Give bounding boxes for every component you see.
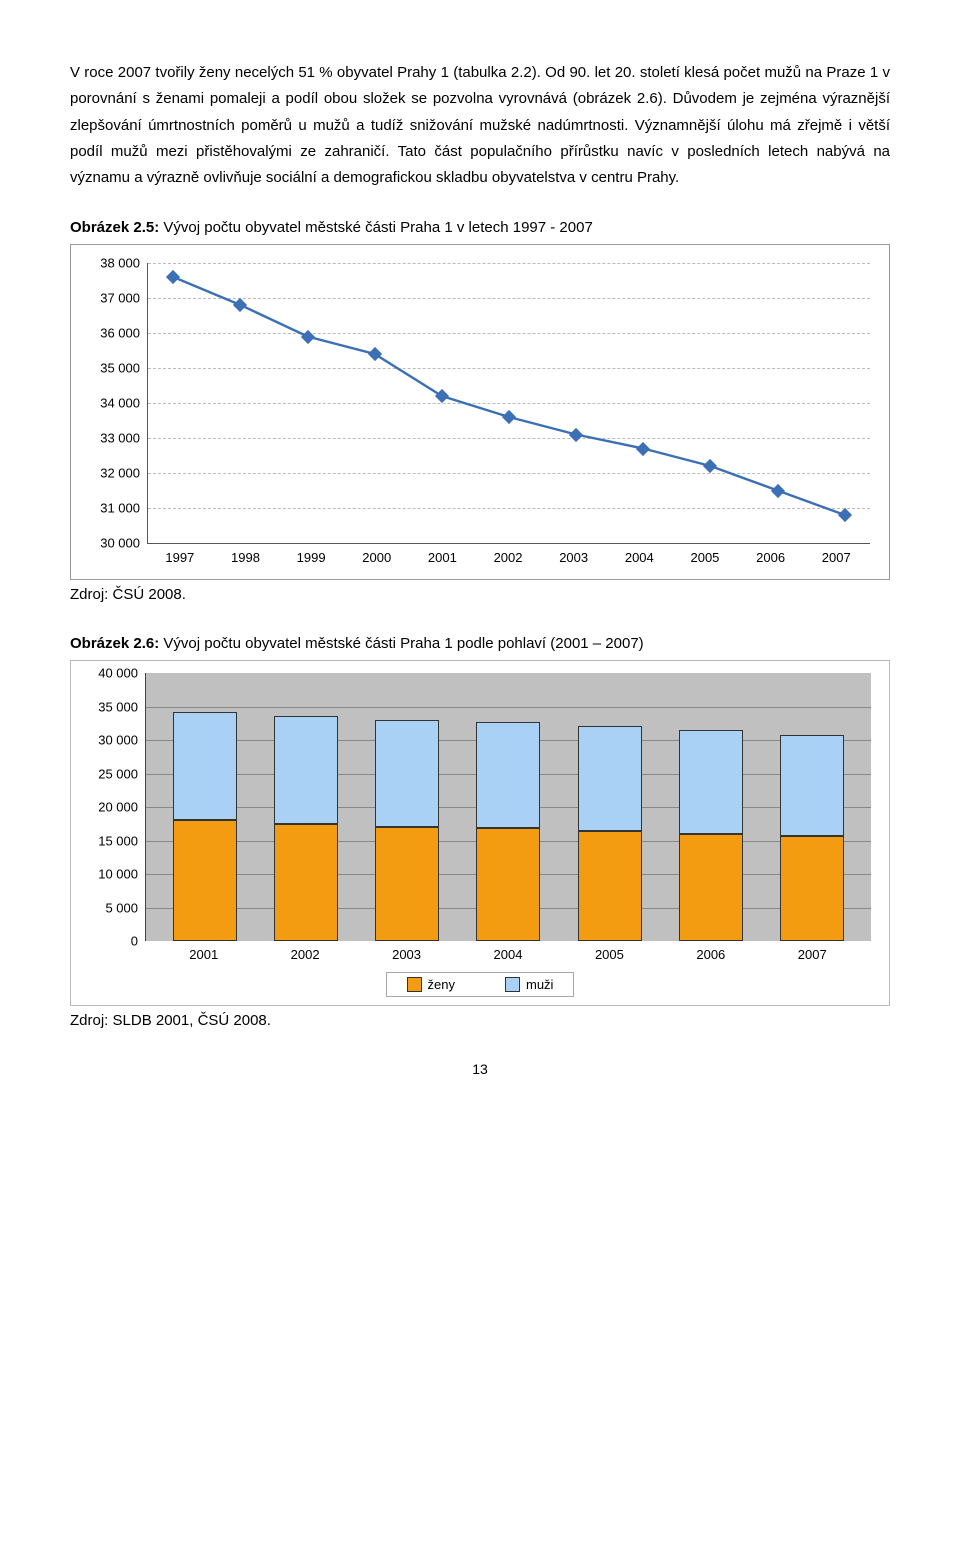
y-tick-label: 34 000 [100, 396, 148, 411]
x-tick-label: 2002 [254, 947, 355, 962]
x-tick-label: 2005 [559, 947, 660, 962]
bar-segment-muži [173, 712, 237, 820]
y-tick-label: 5 000 [105, 900, 146, 915]
bar-segment-ženy [375, 827, 439, 942]
y-tick-label: 0 [131, 934, 146, 949]
x-tick-label: 2007 [762, 947, 863, 962]
x-tick-label: 2000 [344, 550, 410, 565]
x-tick-label: 2004 [457, 947, 558, 962]
x-tick-label: 2001 [153, 947, 254, 962]
legend-label-zeny: ženy [428, 977, 455, 992]
bar-segment-ženy [679, 834, 743, 941]
fig26-chart: 0 5 000 10 000 15 000 20 000 25 000 30 000 35 0… [70, 660, 890, 1006]
legend-item-muzi: muži [505, 977, 553, 992]
y-tick-label: 36 000 [100, 326, 148, 341]
x-tick-label: 1998 [213, 550, 279, 565]
bar-segment-muži [578, 726, 642, 831]
y-tick-label: 38 000 [100, 256, 148, 271]
y-tick-label: 35 000 [98, 699, 146, 714]
legend-label-muzi: muži [526, 977, 553, 992]
x-tick-label: 2006 [660, 947, 761, 962]
bar-segment-ženy [173, 820, 237, 941]
x-tick-label: 2003 [541, 550, 607, 565]
x-tick-label: 2005 [672, 550, 738, 565]
y-tick-label: 32 000 [100, 466, 148, 481]
y-tick-label: 30 000 [98, 733, 146, 748]
bar-segment-ženy [274, 824, 338, 941]
fig25-title-rest: Vývoj počtu obyvatel městské části Praha… [159, 219, 593, 236]
y-tick-label: 40 000 [98, 666, 146, 681]
bar-segment-ženy [780, 836, 844, 941]
fig25-title: Obrázek 2.5: Vývoj počtu obyvatel městsk… [70, 219, 890, 236]
y-tick-label: 30 000 [100, 536, 148, 551]
y-tick-label: 20 000 [98, 800, 146, 815]
fig25-source: Zdroj: ČSÚ 2008. [70, 586, 890, 603]
x-tick-label: 2004 [606, 550, 672, 565]
x-tick-label: 2003 [356, 947, 457, 962]
page-number: 13 [70, 1061, 890, 1077]
fig26-source: Zdroj: SLDB 2001, ČSÚ 2008. [70, 1012, 890, 1029]
x-tick-label: 2007 [803, 550, 869, 565]
body-paragraph: V roce 2007 tvořily ženy necelých 51 % o… [70, 60, 890, 191]
y-tick-label: 31 000 [100, 501, 148, 516]
y-tick-label: 15 000 [98, 833, 146, 848]
fig26-title-rest: Vývoj počtu obyvatel městské části Praha… [159, 635, 643, 652]
bar-segment-muži [375, 720, 439, 827]
y-tick-label: 10 000 [98, 867, 146, 882]
legend-item-zeny: ženy [407, 977, 455, 992]
bar-segment-muži [476, 722, 540, 828]
x-tick-label: 2001 [410, 550, 476, 565]
bar-segment-ženy [476, 828, 540, 941]
legend-swatch-zeny [407, 977, 422, 992]
x-tick-label: 2006 [738, 550, 804, 565]
bar-segment-muži [780, 735, 844, 836]
y-tick-label: 35 000 [100, 361, 148, 376]
x-tick-label: 2002 [475, 550, 541, 565]
legend-swatch-muzi [505, 977, 520, 992]
fig26-title: Obrázek 2.6: Vývoj počtu obyvatel městsk… [70, 635, 890, 652]
fig26-legend: ženy muži [386, 972, 575, 997]
fig26-title-bold: Obrázek 2.6: [70, 635, 159, 652]
x-tick-label: 1997 [147, 550, 213, 565]
bar-segment-muži [679, 730, 743, 834]
fig25-title-bold: Obrázek 2.5: [70, 219, 159, 236]
fig25-chart: 30 000 31 000 32 000 33 000 34 000 35 000 36 0… [70, 244, 890, 580]
bar-segment-muži [274, 716, 338, 824]
x-tick-label: 1999 [278, 550, 344, 565]
y-tick-label: 37 000 [100, 291, 148, 306]
y-tick-label: 33 000 [100, 431, 148, 446]
y-tick-label: 25 000 [98, 766, 146, 781]
bar-segment-ženy [578, 831, 642, 942]
